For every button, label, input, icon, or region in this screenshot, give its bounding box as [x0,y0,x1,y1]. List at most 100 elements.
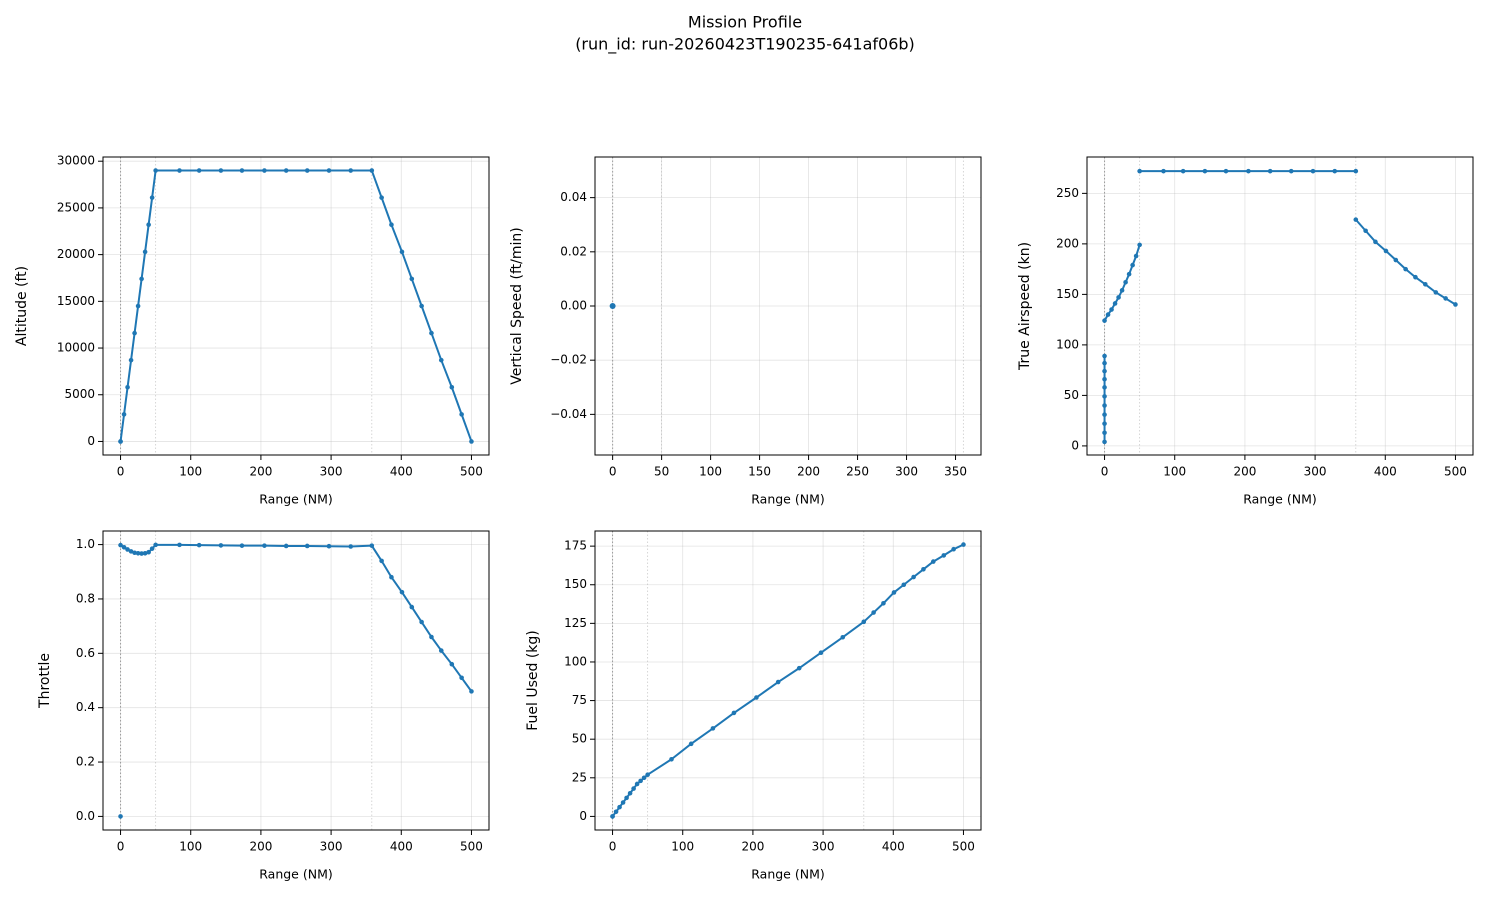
y-tick-label: 0.4 [76,700,95,714]
axes-frame [594,530,982,831]
subplot: 0 50 100 150 200 250 300 350 −0.04 −0.02 0.00 0.02 0… [509,156,982,507]
data-point [239,543,245,548]
data-point [1102,430,1107,436]
data-point [459,675,464,681]
data-point [379,195,384,200]
data-point [901,582,907,588]
data-point [796,665,802,671]
x-tick-label: 500 [952,840,975,854]
data-point [283,168,289,173]
data-point [1310,168,1316,174]
x-axis-label: Range (NM) [259,867,332,882]
x-tick-label: 150 [748,465,771,479]
y-tick-label: 25000 [57,200,95,214]
data-point [153,168,158,173]
data-point [613,809,619,815]
y-tick-label: 0 [87,434,95,448]
data-point [1161,168,1166,174]
data-point [1105,312,1111,317]
data-point [304,543,310,549]
data-point [1422,281,1428,287]
data-point [326,543,332,549]
y-tick-label: 200 [1056,236,1079,250]
data-point [1373,239,1378,245]
subplot: 0 100 200 300 400 500 0 25 50 75 100 125 150 175 Range… [525,530,982,882]
x-tick-label: 0 [117,840,125,854]
data-point [1102,368,1107,374]
x-tick-label: 200 [1233,465,1256,479]
y-tick-label: 50 [1064,388,1079,402]
data-point [1126,271,1132,277]
y-tick-label: 0 [579,809,587,823]
y-tick-label: 100 [1056,337,1079,351]
y-axis-label: Fuel Used (kg) [525,630,541,731]
data-point [1102,360,1107,366]
data-point [921,567,926,572]
data-point [1102,318,1107,323]
x-tick-label: 200 [249,465,272,479]
data-point [634,781,640,787]
y-tick-label: 15000 [57,294,95,308]
x-tick-label: 350 [944,465,967,479]
data-point [1102,439,1107,445]
data-point [871,610,876,615]
y-tick-label: 30000 [57,154,95,168]
data-point [1102,403,1107,408]
y-tick-label: −0.04 [550,407,587,421]
data-point [369,168,375,173]
data-point [1137,242,1142,248]
y-tick-label: 0.8 [76,591,95,605]
data-point [429,330,434,336]
data-point [1353,168,1359,174]
x-tick-label: 400 [390,465,413,479]
data-point [818,650,824,656]
data-point [1363,228,1368,234]
y-tick-label: 250 [1056,186,1079,200]
data-point [146,222,151,228]
axes-frame [102,530,490,831]
data-point [638,778,643,784]
data-point [135,550,141,556]
x-tick-label: 100 [179,840,202,854]
data-point [930,559,936,564]
data-point [399,589,405,595]
data-point [1202,168,1208,174]
y-axis-label: True Airspeed (kn) [1017,242,1033,371]
data-point [218,168,224,173]
data-point [283,543,289,549]
data-point [239,168,245,173]
x-tick-label: 400 [1374,465,1397,479]
data-point [669,756,674,762]
data-point [438,648,444,653]
y-tick-label: 0.2 [76,755,95,769]
data-point [1383,248,1389,254]
data-point [196,542,202,548]
data-point [469,439,474,444]
data-point [710,726,716,731]
data-point [1332,168,1338,174]
data-point [348,168,354,173]
data-point [1133,253,1139,259]
data-point [951,546,956,552]
data-point [1116,295,1121,300]
data-point [610,814,615,819]
y-tick-label: 0.6 [76,646,95,660]
data-point [409,604,415,610]
y-tick-label: 25 [572,770,587,784]
data-point [438,357,444,363]
y-tick-label: 10000 [57,341,95,355]
y-tick-label: 75 [572,693,587,707]
data-point [1102,421,1107,426]
data-point [118,439,123,444]
data-point [146,549,151,555]
data-point [262,543,267,548]
x-axis-label: Range (NM) [1243,492,1316,507]
data-point [1413,274,1418,280]
x-tick-label: 0 [117,465,125,479]
subplot: 0 100 200 300 400 500050001000015000200002500… [14,154,490,507]
y-tick-label: 175 [564,539,587,553]
data-point [1180,168,1186,174]
x-tick-label: 100 [671,840,694,854]
data-point [1112,301,1118,306]
axes-frame [102,156,490,456]
